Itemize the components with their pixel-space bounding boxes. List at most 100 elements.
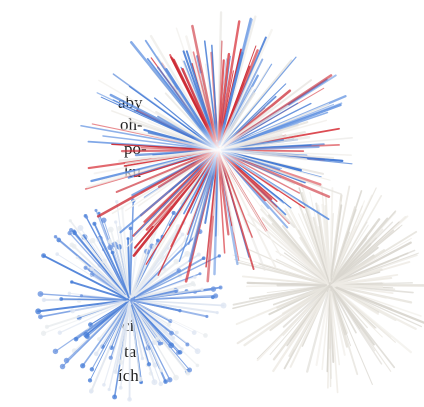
- firework-ray: [135, 299, 219, 314]
- firework-ray: [331, 195, 383, 283]
- firework-ray: [113, 369, 118, 374]
- firework-ray: [176, 268, 182, 273]
- firework-ray: [331, 200, 366, 281]
- firework-ray: [330, 290, 340, 366]
- firework-ray: [159, 368, 164, 373]
- firework-ray: [129, 303, 141, 381]
- firework-ray: [169, 330, 174, 336]
- firework-ray: [283, 264, 328, 285]
- firework-ray: [130, 300, 191, 371]
- firework-ray: [63, 357, 70, 364]
- firework-ray: [59, 297, 64, 301]
- firework-ray: [108, 303, 130, 391]
- firework-ray: [256, 288, 328, 362]
- firework-ray: [155, 336, 160, 341]
- firework-ray: [195, 363, 200, 368]
- firework-ray: [330, 286, 357, 334]
- firework-ray: [245, 219, 330, 285]
- firework-ray: [129, 199, 135, 294]
- firework-ray: [131, 306, 162, 385]
- firework-ray: [201, 256, 206, 261]
- firework-ray: [129, 249, 138, 299]
- firework-ray: [120, 301, 131, 389]
- firework-ray: [57, 330, 62, 335]
- firework-ray: [69, 242, 75, 248]
- firework-ray: [210, 295, 215, 300]
- firework-ray: [111, 251, 130, 299]
- firework-ray: [151, 379, 158, 386]
- firework-ray: [200, 287, 204, 291]
- firework-ray: [156, 238, 160, 243]
- firework-ray: [77, 224, 84, 231]
- firework-ray: [177, 349, 183, 355]
- firework-ray: [224, 103, 342, 149]
- firework-ray: [90, 267, 127, 298]
- firework-ray: [80, 363, 86, 369]
- firework-ray: [236, 285, 330, 345]
- firework-ray: [217, 11, 223, 141]
- firework-ray: [166, 322, 172, 327]
- firework-ray: [180, 347, 184, 351]
- firework-ray: [129, 246, 156, 301]
- firework-ray: [330, 286, 383, 365]
- firework-ray: [193, 275, 197, 279]
- firework-ray: [107, 244, 113, 251]
- firework-ray: [330, 291, 346, 356]
- firework-ray: [332, 187, 377, 279]
- firework-ray: [86, 300, 130, 337]
- firework-ray: [167, 377, 173, 383]
- firework-ray: [134, 284, 195, 300]
- firework-ray: [130, 299, 195, 334]
- firework-ray: [180, 232, 185, 237]
- firework-ray: [44, 324, 49, 329]
- firework-ray: [83, 265, 88, 270]
- firework-ray: [84, 215, 89, 219]
- firework-ray: [133, 302, 173, 334]
- firework-ray: [333, 241, 412, 284]
- firework-ray: [75, 301, 129, 341]
- firework-ray: [220, 302, 227, 309]
- firework-core: [190, 122, 246, 178]
- firework-ray: [95, 301, 130, 355]
- firework-ray: [276, 286, 325, 309]
- firework-ray: [59, 363, 66, 370]
- firework-ray: [80, 124, 213, 150]
- firework-ray: [94, 208, 98, 212]
- firework-ray: [331, 286, 396, 369]
- firework-ray: [329, 292, 339, 394]
- firework-ray: [134, 253, 200, 298]
- firework-ray: [86, 216, 128, 295]
- firework-ray: [42, 254, 127, 299]
- firework-ray: [326, 287, 331, 373]
- firework-ray: [107, 387, 111, 392]
- firework-ray: [38, 314, 43, 320]
- firework-ray: [59, 299, 131, 334]
- firework-ray: [45, 301, 125, 328]
- firework-ray: [87, 378, 93, 383]
- firework-ray: [334, 284, 384, 289]
- firework-ray: [130, 233, 184, 300]
- firework-ray: [332, 286, 392, 339]
- firework-ray: [163, 379, 168, 384]
- firework-ray: [42, 299, 130, 334]
- firework-ray: [329, 224, 403, 286]
- firework-ray: [60, 298, 127, 301]
- firework-ray: [116, 201, 131, 300]
- firework-ray: [298, 203, 331, 286]
- firework-ray: [129, 301, 144, 360]
- firework-ray: [331, 284, 404, 302]
- firework-ray: [41, 297, 47, 303]
- firework-ray: [166, 246, 170, 250]
- firework-ray: [130, 301, 158, 340]
- firework-ray: [330, 221, 400, 285]
- firework-ray: [35, 308, 42, 315]
- firework-ray: [127, 237, 131, 296]
- firework-ray: [334, 230, 418, 283]
- firework-ray: [217, 254, 222, 258]
- firework-ray: [315, 291, 330, 367]
- firework-ray: [130, 269, 180, 301]
- firework-ray: [261, 216, 332, 287]
- firework-ray: [140, 356, 145, 361]
- firework-ray: [187, 367, 193, 373]
